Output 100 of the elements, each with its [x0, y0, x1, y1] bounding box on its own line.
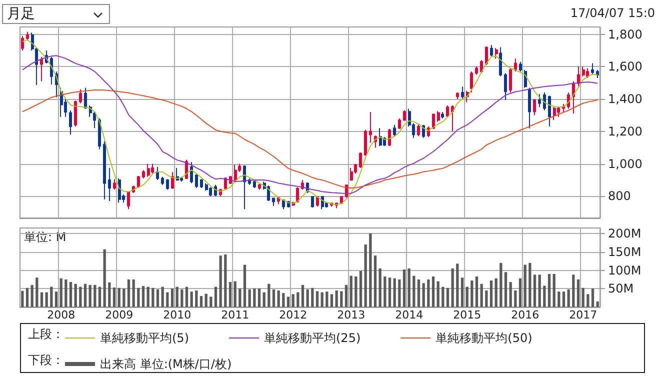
legend-title: 下段： — [28, 353, 64, 367]
bar — [567, 289, 570, 307]
candlestick — [113, 178, 116, 190]
candlestick — [509, 68, 512, 94]
candlestick — [350, 167, 353, 182]
bar — [185, 286, 188, 307]
bar — [388, 278, 392, 307]
bar — [572, 274, 575, 307]
bar — [238, 288, 242, 307]
candlestick — [224, 177, 227, 190]
bar — [576, 279, 580, 307]
x-tick-label: 2015 — [453, 308, 482, 322]
bar — [422, 283, 425, 307]
candlestick — [74, 100, 77, 128]
candlestick — [490, 44, 493, 58]
bar — [98, 286, 102, 307]
bar — [301, 284, 304, 307]
candlestick — [485, 46, 488, 66]
x-tick-label: 2016 — [511, 308, 540, 322]
x-tick-label: 2008 — [47, 308, 76, 322]
bar — [60, 278, 62, 307]
candlestick — [359, 152, 362, 168]
bar — [548, 274, 551, 307]
bar — [504, 272, 508, 307]
bar — [262, 292, 266, 307]
bar — [268, 284, 270, 307]
bar — [427, 279, 430, 307]
bar — [402, 270, 406, 307]
y-tick-label: 1,600 — [608, 60, 642, 74]
bar — [200, 296, 203, 307]
legend-label: 単純移動平均(25) — [264, 331, 361, 345]
bar — [480, 284, 483, 307]
candlestick — [533, 98, 536, 116]
x-tick-label: 2014 — [395, 308, 424, 322]
bar — [408, 268, 410, 307]
bar — [533, 274, 536, 307]
candlestick — [596, 69, 599, 78]
candlestick — [296, 186, 299, 204]
bar — [161, 286, 164, 307]
bar — [596, 301, 599, 307]
candlestick — [267, 185, 270, 202]
candlestick — [369, 111, 372, 144]
bar — [253, 288, 256, 307]
candlestick — [118, 178, 121, 204]
bar — [30, 284, 34, 307]
bar — [272, 289, 276, 307]
bar — [224, 254, 227, 307]
bar — [369, 234, 372, 307]
bar — [122, 288, 126, 307]
bar — [412, 276, 416, 307]
bar — [146, 286, 150, 307]
bar — [282, 293, 285, 307]
candlestick — [379, 128, 382, 146]
candlestick — [84, 87, 87, 110]
y-tick-label: 1,200 — [608, 124, 642, 138]
bar — [137, 288, 140, 307]
x-tick-label: 2012 — [279, 308, 308, 322]
bar — [176, 286, 178, 307]
candlestick — [166, 178, 169, 190]
bar — [538, 274, 541, 307]
bar — [50, 286, 53, 307]
candlestick — [161, 176, 164, 186]
bar — [364, 244, 367, 307]
bar — [374, 256, 377, 307]
bar — [591, 288, 594, 307]
bar — [558, 292, 560, 307]
bar — [248, 289, 251, 307]
bar — [219, 256, 222, 307]
candlestick — [553, 106, 556, 121]
bar — [494, 278, 498, 307]
candlestick — [475, 66, 478, 76]
bar — [108, 282, 111, 307]
bar — [432, 276, 435, 307]
bar — [204, 294, 208, 307]
bar — [475, 276, 478, 307]
candlestick — [147, 163, 150, 178]
candlestick — [234, 164, 237, 182]
bar — [543, 286, 546, 307]
candlestick — [499, 46, 502, 77]
bar — [127, 279, 130, 307]
candlestick — [519, 61, 522, 72]
candlestick — [548, 95, 551, 128]
bar — [94, 284, 96, 307]
candlestick — [417, 124, 420, 137]
bar — [88, 284, 92, 307]
candlestick — [403, 110, 406, 122]
bar — [243, 264, 246, 307]
x-tick-label: 2009 — [105, 308, 134, 322]
candlestick — [364, 129, 367, 156]
candlestick — [461, 86, 464, 100]
bar — [562, 292, 566, 307]
bar — [514, 290, 517, 307]
bar — [54, 292, 58, 307]
candlestick — [40, 56, 43, 82]
bar — [69, 282, 72, 307]
y-tick-label: 1,400 — [608, 92, 642, 106]
bar — [21, 290, 24, 307]
legend-label: 単純移動平均(50) — [436, 331, 532, 345]
bar — [45, 292, 48, 307]
candlestick — [432, 113, 435, 130]
